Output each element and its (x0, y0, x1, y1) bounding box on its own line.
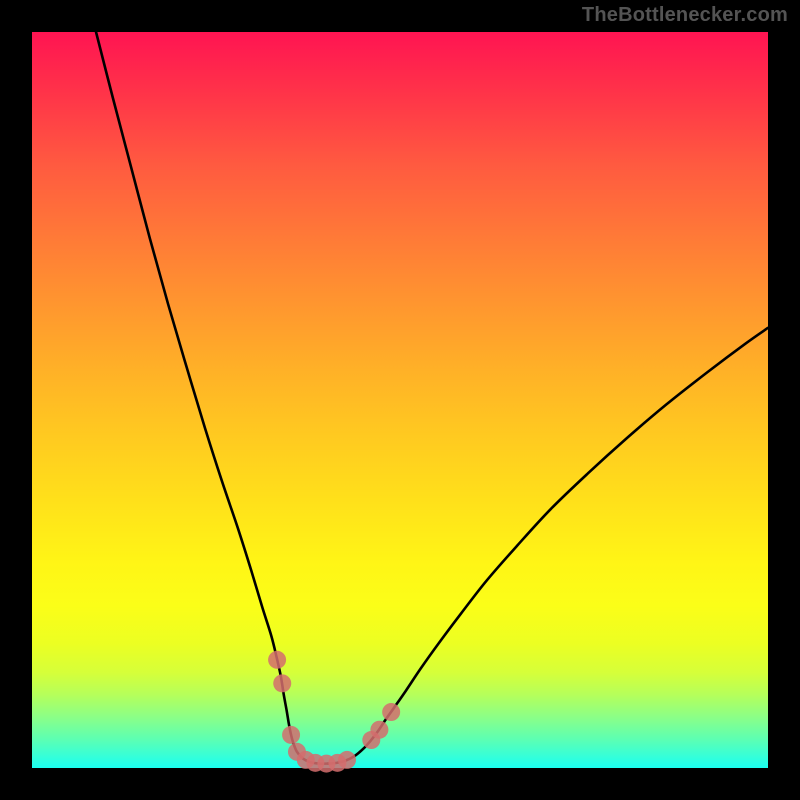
curve-left_branch (96, 32, 328, 764)
curve-right_branch (328, 328, 768, 764)
chart-container: TheBottlenecker.com (0, 0, 800, 800)
marker-point (370, 721, 388, 739)
marker-point (273, 674, 291, 692)
marker-point (268, 651, 286, 669)
marker-point (282, 726, 300, 744)
marker-point (338, 751, 356, 769)
marker-point (382, 703, 400, 721)
watermark-text: TheBottlenecker.com (582, 4, 788, 27)
chart-svg (0, 0, 800, 800)
